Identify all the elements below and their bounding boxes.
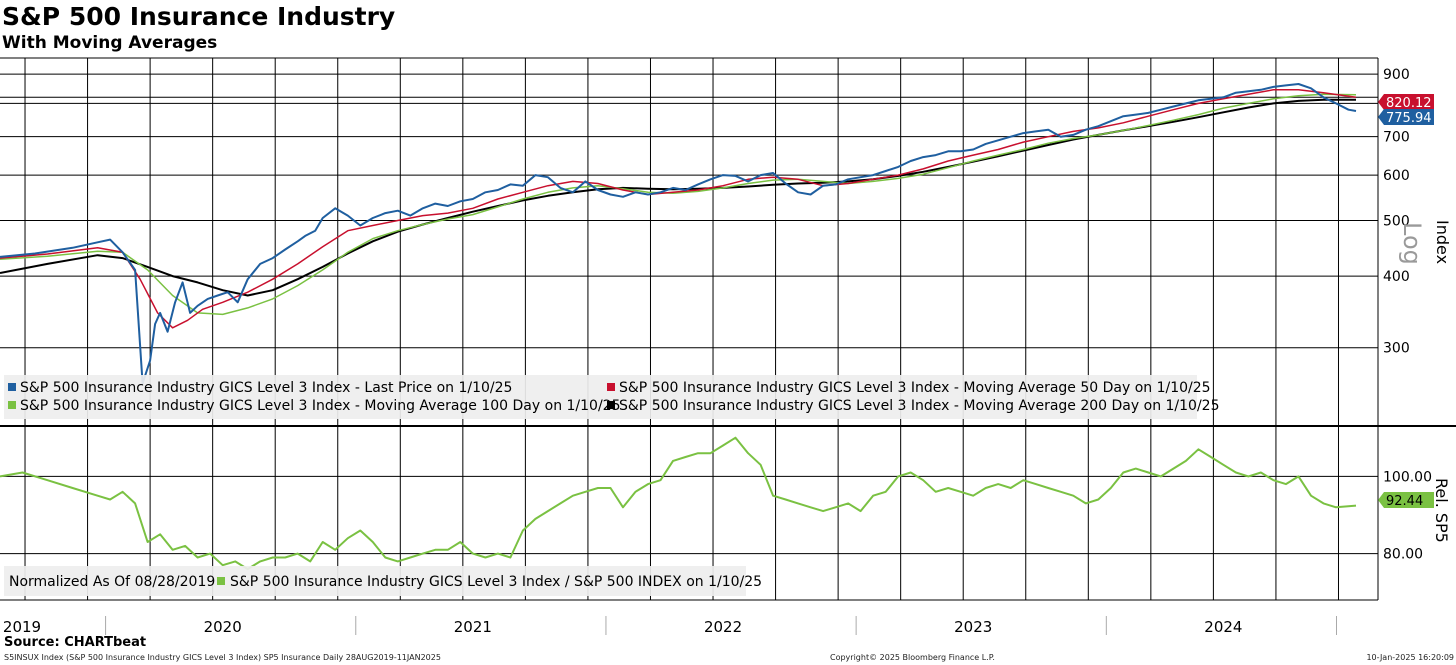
- bottom-panel-series: [0, 436, 1357, 571]
- axis-labels: 30040050060070080090080.00100.00IndexLog…: [3, 67, 1452, 636]
- last-value-tag: 775.94: [1378, 109, 1434, 126]
- footer-timestamp: 10-Jan-2025 16:20:09: [1366, 653, 1454, 662]
- last-value-tag: 92.44: [1378, 492, 1434, 509]
- legend-label: S&P 500 Insurance Industry GICS Level 3 …: [230, 574, 762, 590]
- chart-subtitle: With Moving Averages: [2, 33, 218, 53]
- legend-label: Normalized As Of 08/28/2019: [9, 574, 215, 590]
- bottom-legend-box: [4, 566, 746, 596]
- x-tick-label: 2024: [1204, 618, 1242, 636]
- y-tick-label: 300: [1383, 341, 1410, 357]
- x-tick-label: 2020: [204, 618, 242, 636]
- legends: S&P 500 Insurance Industry GICS Level 3 …: [4, 375, 1219, 596]
- top-legend-box: [4, 375, 1197, 419]
- legend-label: S&P 500 Insurance Industry GICS Level 3 …: [20, 398, 620, 414]
- last-value-tag-bg: [1378, 492, 1434, 508]
- legend-label: S&P 500 Insurance Industry GICS Level 3 …: [619, 398, 1219, 414]
- y-tick-label: 900: [1383, 67, 1410, 83]
- y-tick-label: 100.00: [1383, 469, 1432, 485]
- axes: [0, 57, 1456, 635]
- y-tick-label: 400: [1383, 269, 1410, 285]
- legend-swatch: [607, 401, 615, 409]
- legend-swatch: [217, 577, 225, 585]
- last-value-tag-text: 92.44: [1386, 494, 1423, 509]
- y-axis-label: Index: [1433, 220, 1452, 264]
- series-line: [0, 89, 1357, 329]
- legend-label: S&P 500 Insurance Industry GICS Level 3 …: [20, 380, 512, 396]
- legend-swatch: [8, 401, 16, 409]
- last-value-tag-bg: [1378, 109, 1434, 125]
- series-line: [0, 98, 1356, 297]
- last-value-tag-bg: [1378, 94, 1434, 110]
- series-line: [0, 83, 1357, 385]
- y-tick-label: 500: [1383, 213, 1410, 229]
- last-value-tag-text: 775.94: [1386, 111, 1432, 126]
- chart-title: S&P 500 Insurance Industry: [2, 2, 396, 31]
- x-tick-label: 2021: [454, 618, 492, 636]
- footer-copyright: Copyright© 2025 Bloomberg Finance L.P.: [830, 653, 995, 662]
- y-axis-label-bottom: Rel. SP5: [1432, 478, 1451, 543]
- last-value-tag-text: 820.12: [1386, 96, 1432, 111]
- x-tick-label: 2023: [954, 618, 992, 636]
- grid: [0, 58, 1378, 600]
- log-scale-label: Log: [1398, 222, 1426, 265]
- y-tick-label: 80.00: [1383, 547, 1423, 563]
- series-line: [0, 93, 1357, 316]
- x-tick-label: 2019: [3, 618, 41, 636]
- series-line: [0, 436, 1357, 571]
- legend-swatch: [8, 383, 16, 391]
- y-tick-label: 700: [1383, 130, 1410, 146]
- top-panel-series: [0, 83, 1357, 385]
- x-tick-label: 2022: [704, 618, 742, 636]
- source-note: Source: CHARTbeat: [4, 635, 147, 650]
- legend-label: S&P 500 Insurance Industry GICS Level 3 …: [619, 380, 1211, 396]
- footer-ticker-info: S5INSUX Index (S&P 500 Insurance Industr…: [4, 653, 441, 662]
- legend-swatch: [607, 383, 615, 391]
- last-value-tag: 820.12: [1378, 94, 1434, 111]
- y-tick-label: 600: [1383, 168, 1410, 184]
